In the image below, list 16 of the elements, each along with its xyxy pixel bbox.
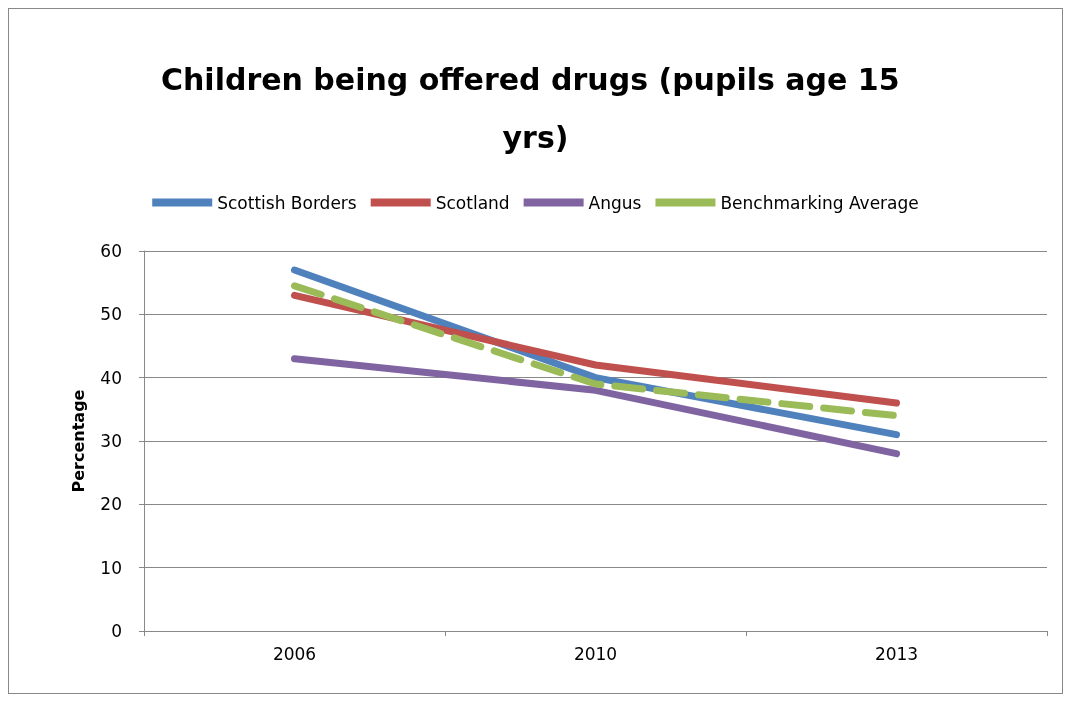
y-tick-label: 0 <box>111 621 122 641</box>
y-tick-label: 50 <box>100 304 122 325</box>
x-tick-label: 2010 <box>573 643 618 664</box>
y-tick-label: 10 <box>100 557 122 578</box>
x-tick-label: 2013 <box>874 643 919 664</box>
legend-label: Scotland <box>435 192 510 213</box>
legend-label: Benchmarking Average <box>720 192 919 213</box>
legend-label: Angus <box>588 192 642 213</box>
chart-title: Children being offered drugs (pupils age 15 yrs) <box>160 61 911 155</box>
y-axis-title: Percentage <box>68 389 88 493</box>
y-tick-label: 60 <box>100 241 122 261</box>
y-tick-label: 20 <box>100 494 122 515</box>
y-tick-label: 40 <box>100 367 122 388</box>
legend-label: Scottish Borders <box>217 192 357 213</box>
y-tick-label: 30 <box>100 431 122 451</box>
x-tick-label: 2006 <box>272 643 317 664</box>
